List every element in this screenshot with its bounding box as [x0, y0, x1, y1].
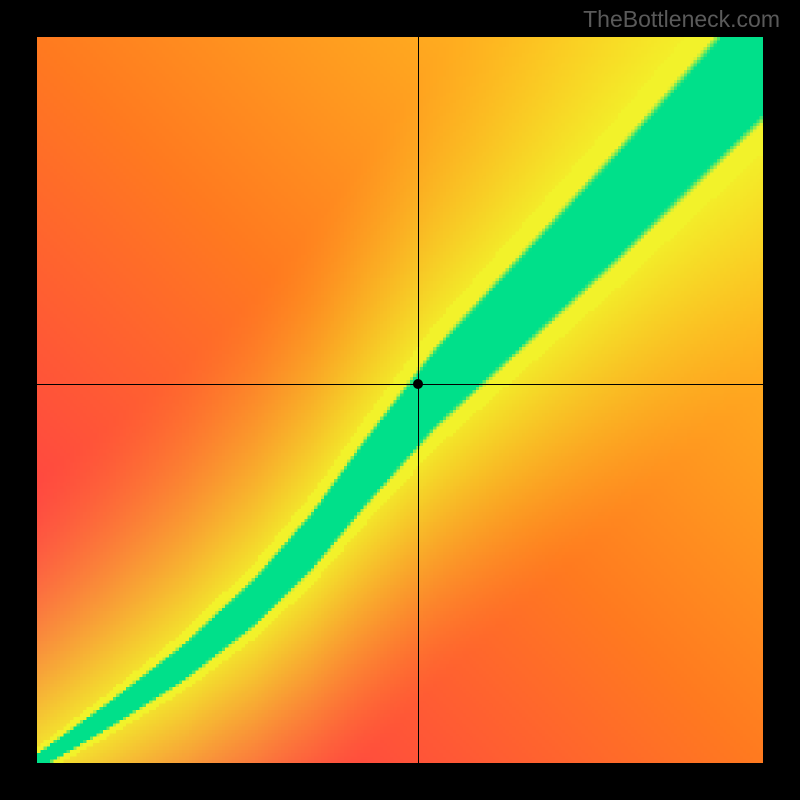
plot-area: [37, 37, 763, 763]
crosshair-horizontal: [37, 384, 763, 385]
crosshair-marker: [413, 379, 423, 389]
watermark-text: TheBottleneck.com: [583, 6, 780, 33]
heatmap-canvas: [37, 37, 763, 763]
chart-root: TheBottleneck.com: [0, 0, 800, 800]
crosshair-vertical: [418, 37, 419, 763]
